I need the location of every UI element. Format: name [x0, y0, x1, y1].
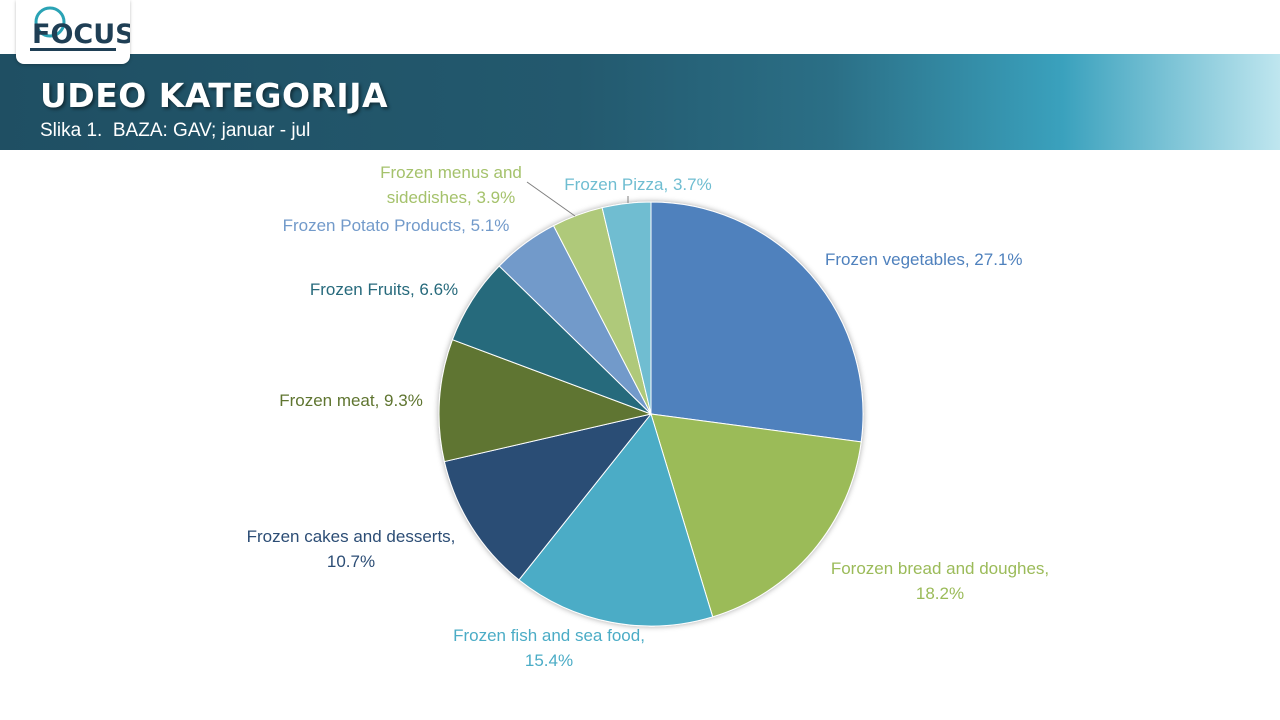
pie-slice-forozen-bread-and-doughes — [650, 413, 862, 618]
page-title: UDEO KATEGORIJA — [40, 76, 389, 115]
leader-line — [526, 181, 576, 217]
data-label-frozen-potato-products: Frozen Potato Products, 5.1% — [283, 216, 510, 235]
pie-slice-frozen-pizza — [601, 201, 652, 415]
data-label-forozen-bread-and-doughes: Forozen bread and doughes, 18.2% — [831, 559, 1049, 603]
page-subtitle: Slika 1. BAZA: GAV; januar - jul — [40, 120, 311, 141]
pie-slice-frozen-meat — [438, 339, 653, 463]
pie-chart: Frozen vegetables, 27.1% Forozen bread an… — [247, 163, 1050, 670]
data-label-frozen-vegetables: Frozen vegetables, 27.1% — [825, 250, 1023, 269]
pie-slice-frozen-vegetables — [650, 201, 864, 443]
data-label-frozen-menus-and-sidedishes: Frozen menus and sidedishes, 3.9% — [380, 163, 522, 207]
data-label-frozen-fruits: Frozen Fruits, 6.6% — [310, 280, 458, 299]
data-label-frozen-fish-and-sea-food: Frozen fish and sea food, 15.4% — [453, 626, 645, 670]
data-label-frozen-cakes-and-desserts: Frozen cakes and desserts, 10.7% — [247, 527, 456, 571]
data-label-frozen-meat: Frozen meat, 9.3% — [279, 391, 423, 410]
logo-text: FOCUS — [32, 19, 130, 50]
pie-slice-frozen-cakes-and-desserts — [443, 413, 653, 581]
focus-logo-icon: FOCUS — [30, 6, 130, 51]
focus-logo: FOCUS — [16, 0, 130, 64]
header-band — [0, 54, 1280, 150]
data-label-frozen-pizza: Frozen Pizza, 3.7% — [564, 175, 711, 194]
pie-slice-frozen-fish-and-sea-food — [518, 412, 714, 627]
